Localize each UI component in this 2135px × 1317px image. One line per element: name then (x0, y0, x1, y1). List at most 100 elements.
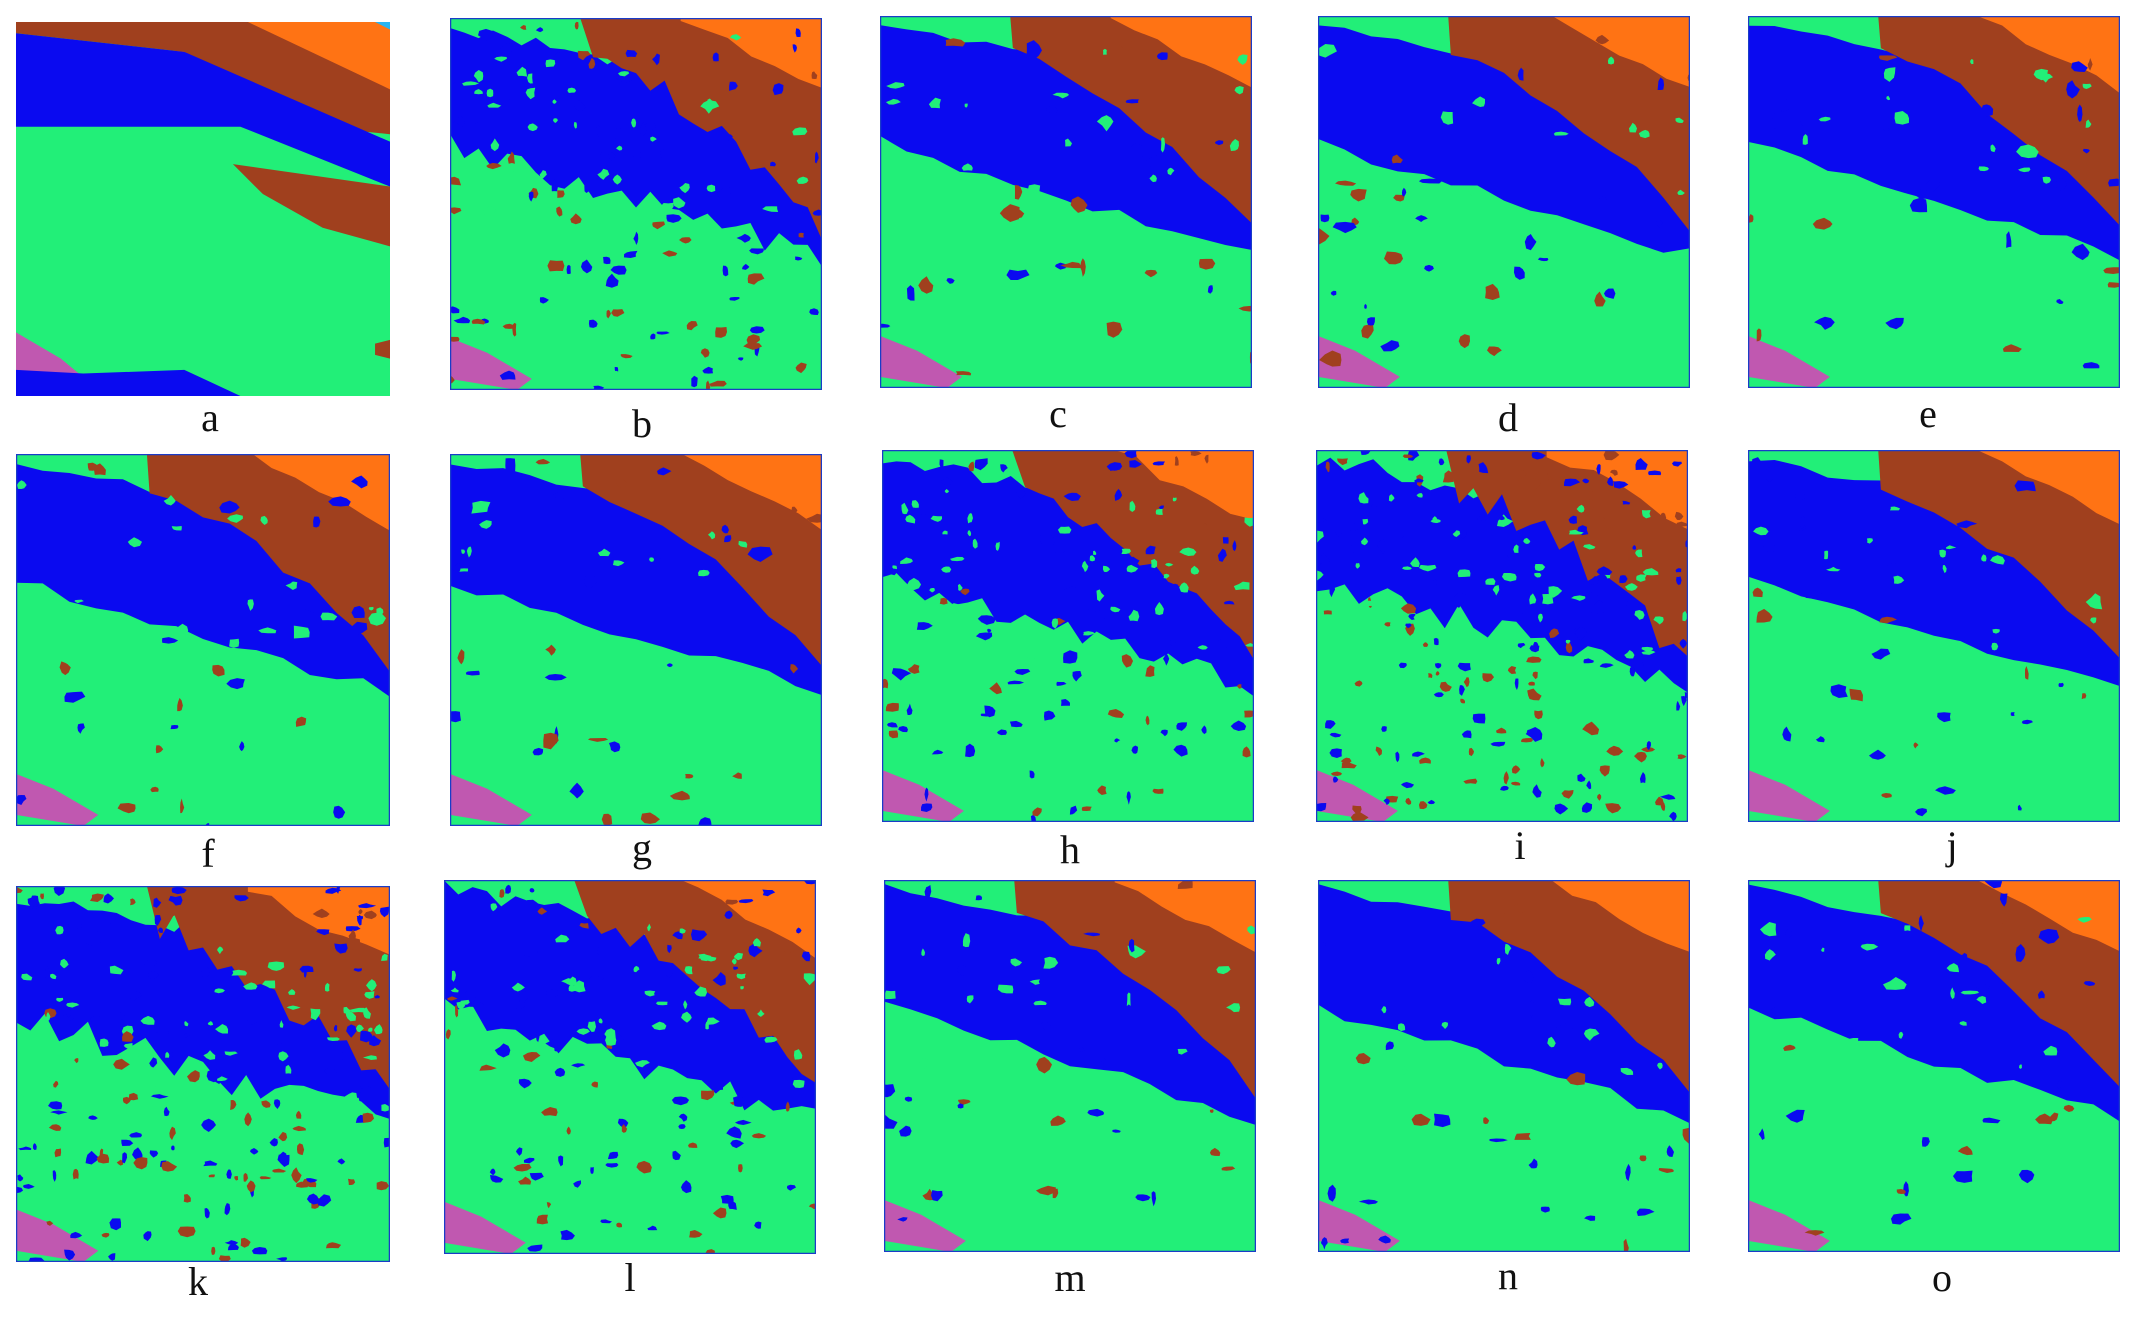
class-blob (268, 1021, 274, 1026)
class-blob (1590, 600, 1606, 614)
class-blob (490, 1175, 504, 1183)
class-blob (606, 309, 611, 319)
class-blob-green (707, 531, 716, 540)
class-blob (1918, 914, 1924, 933)
class-blob-green (1641, 509, 1651, 519)
class-blob (1524, 234, 1537, 251)
class-blob (1358, 1199, 1379, 1205)
class-blob (296, 1181, 309, 1188)
class-blob-green (247, 599, 254, 611)
class-blob (101, 1232, 110, 1238)
class-blob (1517, 897, 1525, 914)
class-blob-green (957, 583, 963, 591)
class-blob (149, 1150, 159, 1158)
map-frame (16, 454, 390, 826)
class-blob (177, 1226, 196, 1238)
class-blob (1561, 789, 1574, 799)
class-blob-green (1362, 600, 1374, 607)
class-blob (1401, 187, 1407, 197)
class-blob-green (1128, 609, 1140, 622)
class-blob-green (82, 1045, 89, 1052)
class-blob (1144, 269, 1158, 278)
class-blob (1340, 1238, 1350, 1244)
class-blob (615, 73, 635, 83)
class-blob (269, 1137, 278, 1147)
class-blob-green (1848, 1037, 1859, 1045)
class-blob (583, 575, 597, 591)
class-blob (1677, 754, 1687, 760)
class-blob (1163, 653, 1170, 666)
panel-label-m: m (1054, 1255, 1086, 1300)
class-blob (345, 1011, 357, 1022)
class-blob (965, 743, 976, 758)
class-blob (526, 899, 540, 910)
class-blob (226, 1169, 232, 1179)
class-blob-green (2019, 1064, 2022, 1069)
class-blob-green (165, 1051, 170, 1058)
class-blob (798, 232, 804, 238)
class-blob (1477, 515, 1487, 521)
class-blob (94, 928, 112, 933)
class-blob (445, 1029, 451, 1040)
class-blob (1605, 803, 1622, 814)
class-blob (54, 1148, 62, 1158)
class-blob (609, 741, 621, 753)
class-blob (1785, 1109, 1805, 1123)
class-blob-green (793, 1049, 803, 1060)
class-blob (656, 331, 670, 335)
class-blob (1209, 1109, 1214, 1113)
class-blob (444, 908, 450, 916)
class-blob (1866, 538, 1873, 544)
class-blob (901, 502, 909, 515)
class-blob (532, 747, 544, 756)
class-blob-green (1818, 116, 1831, 122)
class-blob (518, 990, 529, 1004)
class-blob (751, 1133, 767, 1139)
class-blob-green (792, 127, 808, 136)
class-blob-green (1638, 129, 1650, 139)
class-region-blue (16, 33, 390, 187)
class-blob (1415, 215, 1428, 222)
class-blob (1318, 562, 1325, 574)
class-blob (273, 1099, 281, 1109)
map-frame (882, 450, 1254, 822)
class-blob-green (1163, 573, 1170, 579)
class-blob (1676, 576, 1682, 585)
class-blob (1514, 678, 1519, 690)
class-blob-green (966, 995, 974, 1004)
class-blob-green (456, 1001, 466, 1010)
class-blob (293, 625, 310, 639)
class-blob (1575, 627, 1587, 641)
class-blob (907, 664, 920, 674)
panel-label-c: c (1049, 391, 1067, 436)
class-blob (296, 1143, 305, 1156)
class-blob (889, 568, 899, 576)
class-blob (520, 24, 527, 30)
class-blob (16, 1186, 24, 1194)
map-frame (450, 18, 822, 390)
class-blob (243, 1172, 249, 1182)
class-blob (1411, 1113, 1431, 1126)
class-blob-green (1496, 958, 1501, 965)
class-blob (1083, 932, 1101, 937)
class-blob-green (694, 986, 708, 997)
class-blob (669, 790, 690, 801)
class-blob-green (163, 495, 176, 506)
class-blob (560, 1229, 575, 1241)
map-a (16, 22, 390, 396)
class-region-magenta (16, 332, 84, 378)
class-blob (2018, 167, 2031, 173)
class-region-orange (1548, 880, 1690, 955)
class-blob (574, 21, 579, 30)
class-blob (664, 967, 674, 979)
class-blob-green (1542, 593, 1554, 605)
class-blob (764, 1036, 778, 1043)
class-blob (156, 903, 172, 913)
class-blob (351, 475, 368, 489)
class-blob (313, 516, 321, 528)
class-blob (556, 206, 563, 217)
class-blob-green (1316, 530, 1324, 543)
class-blob (689, 1229, 703, 1238)
class-blob (1528, 1000, 1534, 1018)
class-blob (513, 1163, 532, 1172)
